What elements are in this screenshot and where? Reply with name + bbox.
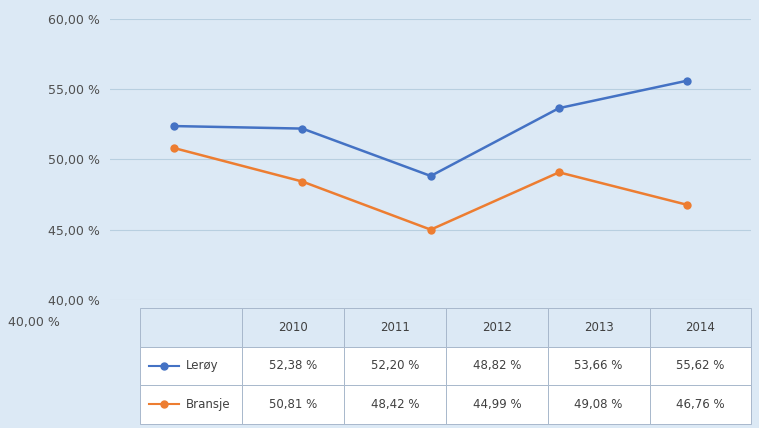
Text: 55,62 %: 55,62 %	[676, 360, 725, 372]
Text: 40,00 %: 40,00 %	[8, 315, 59, 329]
Bar	[242, 347, 344, 385]
Bar	[548, 385, 650, 424]
Text: Lerøy: Lerøy	[186, 360, 219, 372]
Bar	[344, 385, 446, 424]
Bar	[140, 347, 242, 385]
Bar	[344, 347, 446, 385]
Bar	[446, 385, 548, 424]
Bar	[548, 347, 650, 385]
Bar	[140, 385, 242, 424]
Text: 53,66 %: 53,66 %	[575, 360, 623, 372]
Bar	[446, 347, 548, 385]
Text: 48,42 %: 48,42 %	[370, 398, 419, 411]
Bar	[446, 308, 548, 347]
Bar	[548, 308, 650, 347]
Text: 50,81 %: 50,81 %	[269, 398, 317, 411]
Bar	[140, 308, 242, 347]
Text: 49,08 %: 49,08 %	[575, 398, 623, 411]
Text: 2014: 2014	[685, 321, 716, 334]
Text: 52,38 %: 52,38 %	[269, 360, 317, 372]
Text: 2012: 2012	[482, 321, 512, 334]
Text: Bransje: Bransje	[186, 398, 231, 411]
Bar	[344, 308, 446, 347]
Text: 52,20 %: 52,20 %	[371, 360, 419, 372]
Text: 46,76 %: 46,76 %	[676, 398, 725, 411]
Text: 44,99 %: 44,99 %	[473, 398, 521, 411]
Bar	[650, 308, 751, 347]
Bar	[650, 385, 751, 424]
Bar	[650, 347, 751, 385]
Text: 2010: 2010	[279, 321, 308, 334]
Bar	[242, 385, 344, 424]
Bar	[242, 308, 344, 347]
Text: 2013: 2013	[584, 321, 613, 334]
Text: 2011: 2011	[380, 321, 410, 334]
Text: 48,82 %: 48,82 %	[473, 360, 521, 372]
